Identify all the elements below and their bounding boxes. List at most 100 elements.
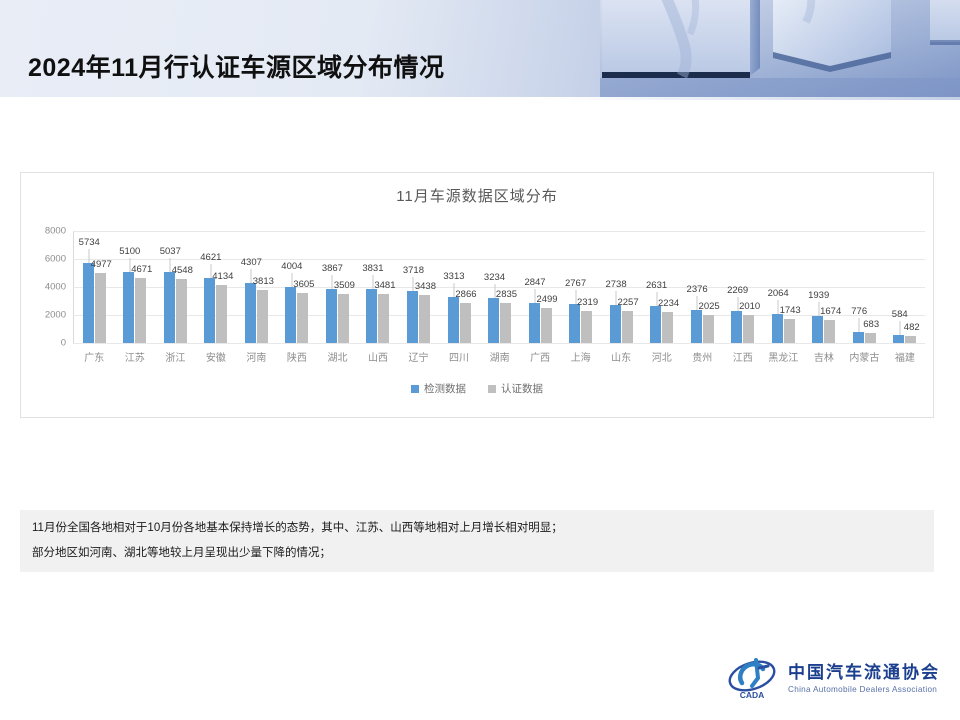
label-leader-line xyxy=(250,268,252,283)
bar-group[interactable] xyxy=(723,231,764,343)
bar-detection[interactable] xyxy=(569,304,581,343)
bar-detection[interactable] xyxy=(244,282,256,343)
bar-group[interactable] xyxy=(804,231,845,343)
bar-detection[interactable] xyxy=(123,271,135,343)
bar-group[interactable] xyxy=(601,231,642,343)
bar-detection[interactable] xyxy=(852,332,864,343)
bar-group[interactable] xyxy=(479,231,520,343)
bar-certification[interactable] xyxy=(743,314,755,343)
label-leader-line xyxy=(453,282,455,297)
bar-certification[interactable] xyxy=(459,302,471,343)
bar-detection[interactable] xyxy=(771,314,783,343)
value-label-certification: 2025 xyxy=(698,300,720,312)
bar-certification[interactable] xyxy=(824,319,836,343)
legend-item[interactable]: 认证数据 xyxy=(488,381,543,396)
legend-label: 检测数据 xyxy=(424,383,466,395)
value-label-certification: 1674 xyxy=(820,305,842,317)
bar-certification[interactable] xyxy=(378,294,390,343)
label-leader-line xyxy=(696,295,698,310)
value-label-certification: 2257 xyxy=(617,297,639,309)
bar-detection[interactable] xyxy=(690,309,702,343)
bar-group[interactable] xyxy=(641,231,682,343)
legend-item[interactable]: 检测数据 xyxy=(411,381,466,396)
bar-group[interactable] xyxy=(439,231,480,343)
bar-detection[interactable] xyxy=(82,262,94,343)
bar-certification[interactable] xyxy=(175,279,187,343)
bar-detection[interactable] xyxy=(204,278,216,343)
x-axis-label: 安徽 xyxy=(205,353,226,364)
x-axis-label: 浙江 xyxy=(165,353,186,364)
value-label-detection: 1939 xyxy=(808,289,830,301)
bar-group[interactable] xyxy=(398,231,439,343)
bar-certification[interactable] xyxy=(702,314,714,343)
bar-certification[interactable] xyxy=(905,336,917,343)
bar-group[interactable] xyxy=(763,231,804,343)
bar-group[interactable] xyxy=(520,231,561,343)
logo-chinese-name: 中国汽车流通协会 xyxy=(788,663,940,683)
banner-decorative-cubes xyxy=(600,0,960,100)
label-leader-line xyxy=(331,274,333,289)
bar-certification[interactable] xyxy=(500,303,512,343)
page-title: 2024年11月行认证车源区域分布情况 xyxy=(28,54,445,82)
label-leader-line xyxy=(291,272,293,287)
value-label-detection: 3831 xyxy=(362,263,384,275)
bar-certification[interactable] xyxy=(662,311,674,343)
bar-group[interactable] xyxy=(236,231,277,343)
bar-detection[interactable] xyxy=(731,311,743,343)
cada-logo-icon: CADA xyxy=(728,656,780,702)
bar-certification[interactable] xyxy=(337,293,349,343)
bar-certification[interactable] xyxy=(216,285,228,343)
bar-certification[interactable] xyxy=(540,308,552,343)
bar-certification[interactable] xyxy=(621,311,633,343)
banner-underline xyxy=(0,97,960,100)
bar-detection[interactable] xyxy=(163,272,175,343)
bar-group[interactable] xyxy=(560,231,601,343)
value-label-detection: 4004 xyxy=(281,260,303,272)
label-leader-line xyxy=(169,258,171,273)
bar-detection[interactable] xyxy=(407,290,419,343)
label-leader-line xyxy=(494,283,495,298)
bar-detection[interactable] xyxy=(366,289,378,343)
x-axis-label: 福建 xyxy=(894,353,915,364)
bar-detection[interactable] xyxy=(528,303,540,343)
bar-certification[interactable] xyxy=(419,294,431,343)
value-label-certification: 3481 xyxy=(374,280,396,292)
bar-detection[interactable] xyxy=(893,334,905,343)
value-label-certification: 4548 xyxy=(171,265,193,277)
bar-group[interactable] xyxy=(682,231,723,343)
gridline xyxy=(73,259,925,260)
y-axis-tick-label: 6000 xyxy=(44,253,66,265)
bar-group[interactable] xyxy=(277,231,318,343)
bar-group[interactable] xyxy=(115,231,156,343)
x-axis-label: 贵州 xyxy=(692,353,713,364)
bar-detection[interactable] xyxy=(447,296,459,343)
svg-text:CADA: CADA xyxy=(740,690,765,700)
bar-group[interactable] xyxy=(358,231,399,343)
bar-detection[interactable] xyxy=(609,304,621,343)
bar-detection[interactable] xyxy=(325,288,337,343)
bar-group[interactable] xyxy=(155,231,196,343)
x-axis-label: 河南 xyxy=(246,353,267,364)
bar-certification[interactable] xyxy=(256,289,268,343)
bar-certification[interactable] xyxy=(135,277,147,343)
bar-certification[interactable] xyxy=(581,310,593,343)
bar-certification[interactable] xyxy=(783,318,795,343)
value-label-detection: 5734 xyxy=(78,236,100,248)
value-label-detection: 5100 xyxy=(119,245,141,257)
x-axis-label: 山西 xyxy=(367,353,388,364)
bar-detection[interactable] xyxy=(650,306,662,343)
x-axis-labels: 广东 江苏 浙江 安徽 河南 陕西 湖北 山西 辽宁 四川 湖南 广西 上海 山东 河北 贵州 江西 黑龙江 吉林 内… xyxy=(74,349,925,364)
bar-detection[interactable] xyxy=(285,286,297,343)
bar-certification[interactable] xyxy=(94,273,106,343)
bar-group[interactable] xyxy=(74,231,115,343)
bar-detection[interactable] xyxy=(812,315,824,343)
bar-group[interactable] xyxy=(317,231,358,343)
bar-certification[interactable] xyxy=(297,292,309,343)
bar-group[interactable] xyxy=(844,231,885,343)
value-label-detection: 4307 xyxy=(240,256,262,268)
bar-group[interactable] xyxy=(196,231,237,343)
bar-detection[interactable] xyxy=(488,297,500,343)
bar-group[interactable] xyxy=(885,231,926,343)
bar-certification[interactable] xyxy=(864,333,876,343)
value-label-detection: 3234 xyxy=(483,271,506,283)
